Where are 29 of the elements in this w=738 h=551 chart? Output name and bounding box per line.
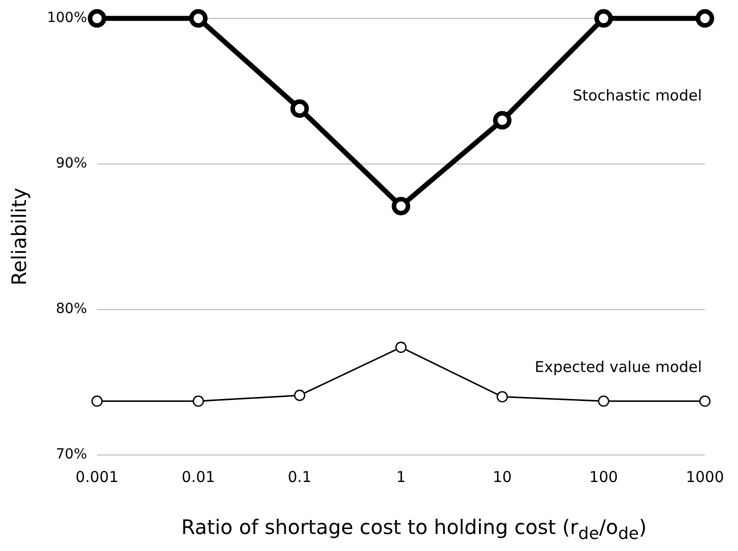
- x-tick-label: 10: [492, 468, 512, 486]
- y-tick-label: 70%: [56, 446, 88, 463]
- point: [192, 396, 204, 407]
- x-axis-title: Ratio of shortage cost to holding cost (r$_{de}$/o$_{de}$): [180, 515, 648, 543]
- point: [696, 9, 714, 28]
- x-tick-label: 100: [589, 468, 618, 486]
- series-label: Stochastic model: [572, 86, 702, 104]
- x-tick-label: 0.001: [76, 468, 118, 486]
- y-tick-label: 90%: [56, 156, 88, 172]
- point: [392, 196, 410, 216]
- point: [290, 99, 309, 118]
- point: [598, 396, 610, 407]
- point: [699, 396, 711, 407]
- point: [91, 396, 103, 407]
- x-tick-label: 0.01: [182, 468, 216, 486]
- point: [189, 9, 208, 28]
- x-tick-label: 1000: [686, 468, 724, 486]
- point: [594, 9, 613, 28]
- x-tick-label: 0.1: [288, 468, 312, 486]
- point: [88, 9, 106, 28]
- y-tick-label: 100%: [46, 10, 88, 26]
- point: [294, 390, 306, 401]
- point: [395, 342, 407, 353]
- x-tick-label: 1: [396, 468, 406, 486]
- point: [493, 111, 512, 130]
- point: [496, 391, 508, 402]
- y-tick-label: 80%: [56, 301, 88, 318]
- series-label: Expected value model: [534, 358, 702, 376]
- y-axis-title: Reliability: [7, 188, 32, 286]
